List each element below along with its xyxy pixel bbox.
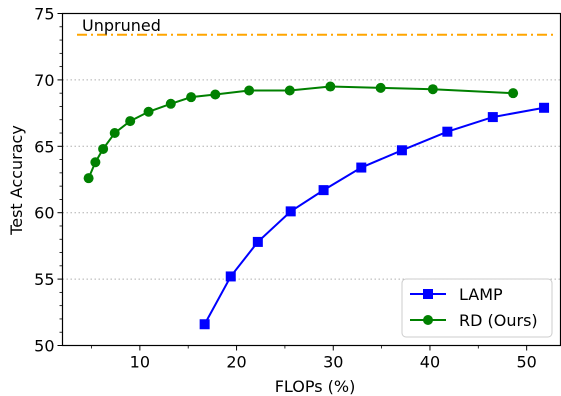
data-point-rd (375, 82, 386, 93)
data-point-lamp (442, 126, 453, 137)
y-tick-label: 55 (34, 270, 54, 289)
data-point-lamp (487, 112, 498, 123)
data-point-rd (90, 157, 101, 168)
y-tick-label: 60 (34, 204, 54, 223)
data-point-lamp (252, 236, 263, 247)
data-point-rd (98, 143, 109, 154)
data-point-rd (83, 173, 94, 184)
data-point-rd (143, 106, 154, 117)
data-point-rd (508, 88, 519, 99)
legend-label-lamp: LAMP (459, 285, 503, 304)
data-point-rd (427, 84, 438, 95)
data-point-rd (284, 85, 295, 96)
x-tick-label: 20 (226, 353, 246, 372)
legend-label-rd: RD (Ours) (459, 311, 538, 330)
y-axis-title: Test Accuracy (7, 125, 26, 236)
y-tick-label: 65 (34, 137, 54, 156)
data-point-rd (186, 92, 197, 103)
legend-marker-rd (423, 315, 433, 325)
data-point-rd (109, 128, 120, 139)
data-point-lamp (199, 319, 210, 330)
data-point-rd (210, 89, 221, 100)
x-tick-label: 30 (323, 353, 343, 372)
y-tick-label: 50 (34, 337, 54, 356)
data-point-lamp (225, 271, 236, 282)
legend-marker-lamp (423, 289, 433, 299)
data-point-rd (125, 116, 136, 127)
data-point-rd (325, 81, 336, 92)
x-tick-label: 10 (130, 353, 150, 372)
x-axis-title: FLOPs (%) (275, 377, 356, 396)
x-tick-label: 50 (516, 353, 536, 372)
y-tick-label: 70 (34, 71, 54, 90)
data-point-lamp (539, 102, 550, 113)
data-point-lamp (285, 206, 296, 217)
unpruned-label: Unpruned (82, 16, 161, 35)
y-tick-label: 75 (34, 5, 54, 24)
grid-lines (62, 79, 561, 280)
x-tick-label: 40 (420, 353, 440, 372)
data-point-rd (165, 98, 176, 109)
series-group (83, 81, 550, 330)
legend: LAMP RD (Ours) (401, 278, 553, 338)
data-point-lamp (396, 145, 407, 156)
data-point-lamp (318, 185, 329, 196)
series-line-0 (203, 106, 545, 325)
data-point-lamp (356, 162, 367, 173)
axis-ticks: 10 20 30 40 50 50 55 60 65 70 75 (34, 5, 537, 372)
data-point-rd (244, 85, 255, 96)
